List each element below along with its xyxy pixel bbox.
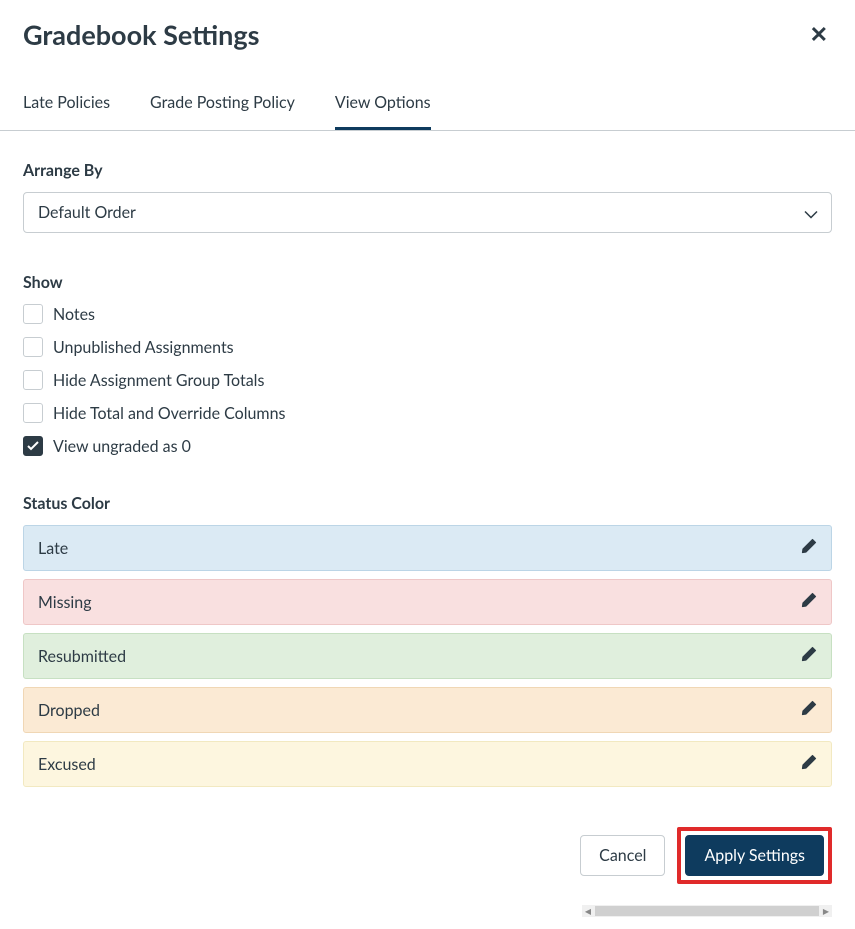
checkbox-label-ungraded-zero[interactable]: View ungraded as 0 bbox=[53, 437, 191, 456]
status-color-section: Status Color Late Missing Resubmitted Dropp… bbox=[23, 494, 832, 787]
checkbox-hide-total-override[interactable] bbox=[23, 403, 43, 423]
tab-grade-posting-policy[interactable]: Grade Posting Policy bbox=[150, 81, 295, 130]
status-row-late: Late bbox=[23, 525, 832, 571]
horizontal-scrollbar[interactable]: ◀ ▶ bbox=[582, 905, 832, 917]
status-label: Dropped bbox=[38, 701, 100, 720]
apply-highlight: Apply Settings bbox=[677, 827, 832, 884]
arrange-by-label: Arrange By bbox=[23, 161, 832, 180]
status-label: Missing bbox=[38, 593, 92, 612]
checkbox-row-unpublished: Unpublished Assignments bbox=[23, 337, 832, 357]
tab-bar: Late Policies Grade Posting Policy View … bbox=[0, 81, 855, 131]
apply-settings-button[interactable]: Apply Settings bbox=[685, 835, 824, 876]
scroll-thumb[interactable] bbox=[595, 906, 819, 916]
pencil-icon[interactable] bbox=[801, 754, 817, 774]
status-row-missing: Missing bbox=[23, 579, 832, 625]
tab-late-policies[interactable]: Late Policies bbox=[23, 81, 110, 130]
close-button[interactable]: ✕ bbox=[806, 22, 832, 48]
checkbox-label-unpublished[interactable]: Unpublished Assignments bbox=[53, 338, 234, 357]
status-row-excused: Excused bbox=[23, 741, 832, 787]
arrange-by-select[interactable]: Default Order bbox=[23, 192, 832, 233]
tab-content: Arrange By Default Order Show Notes Unpu… bbox=[23, 131, 832, 787]
tab-view-options[interactable]: View Options bbox=[335, 81, 431, 130]
checkbox-notes[interactable] bbox=[23, 304, 43, 324]
checkbox-row-ungraded-zero: View ungraded as 0 bbox=[23, 436, 832, 456]
modal-footer: Cancel Apply Settings bbox=[0, 827, 855, 884]
status-row-dropped: Dropped bbox=[23, 687, 832, 733]
pencil-icon[interactable] bbox=[801, 700, 817, 720]
checkbox-ungraded-zero[interactable] bbox=[23, 436, 43, 456]
pencil-icon[interactable] bbox=[801, 538, 817, 558]
pencil-icon[interactable] bbox=[801, 646, 817, 666]
modal-title: Gradebook Settings bbox=[23, 18, 260, 51]
checkbox-label-notes[interactable]: Notes bbox=[53, 305, 95, 324]
arrange-by-select-wrapper: Default Order bbox=[23, 192, 832, 233]
modal-header: Gradebook Settings ✕ bbox=[23, 18, 832, 51]
status-label: Late bbox=[38, 539, 68, 558]
checkbox-label-hide-total-override[interactable]: Hide Total and Override Columns bbox=[53, 404, 285, 423]
status-label: Resubmitted bbox=[38, 647, 126, 666]
pencil-icon[interactable] bbox=[801, 592, 817, 612]
status-row-resubmitted: Resubmitted bbox=[23, 633, 832, 679]
checkbox-hide-group-totals[interactable] bbox=[23, 370, 43, 390]
checkbox-unpublished[interactable] bbox=[23, 337, 43, 357]
checkbox-row-hide-total-override: Hide Total and Override Columns bbox=[23, 403, 832, 423]
close-icon: ✕ bbox=[810, 22, 828, 47]
cancel-button[interactable]: Cancel bbox=[580, 835, 665, 876]
scroll-left-arrow[interactable]: ◀ bbox=[582, 905, 594, 917]
scroll-right-arrow[interactable]: ▶ bbox=[820, 905, 832, 917]
checkbox-row-hide-group-totals: Hide Assignment Group Totals bbox=[23, 370, 832, 390]
status-label: Excused bbox=[38, 755, 96, 774]
show-section: Show Notes Unpublished Assignments Hide … bbox=[23, 273, 832, 456]
status-color-label: Status Color bbox=[23, 494, 832, 513]
show-label: Show bbox=[23, 273, 832, 292]
checkbox-row-notes: Notes bbox=[23, 304, 832, 324]
checkbox-label-hide-group-totals[interactable]: Hide Assignment Group Totals bbox=[53, 371, 264, 390]
